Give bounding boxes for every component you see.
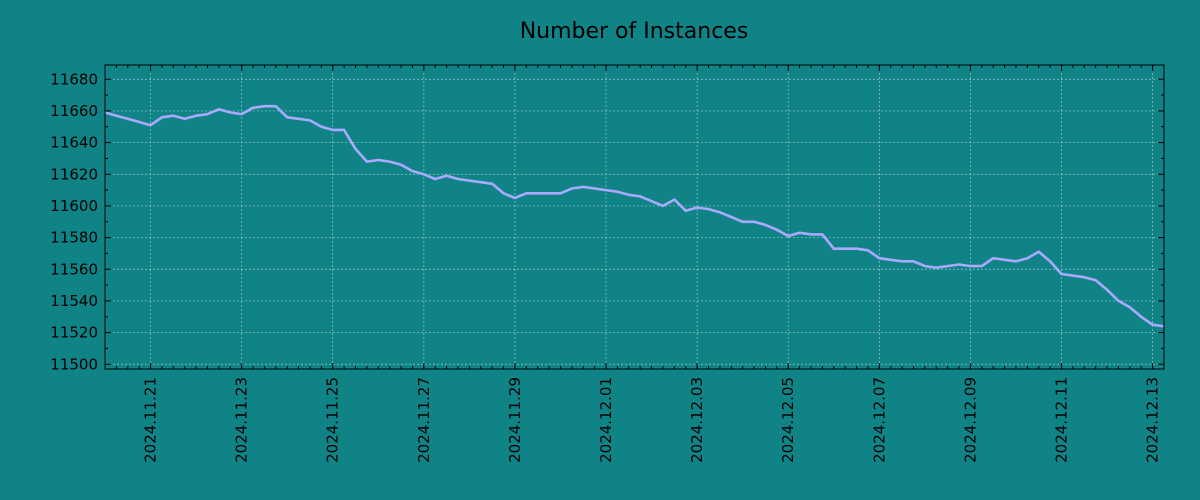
y-tick-label: 11640 bbox=[50, 134, 98, 152]
grid bbox=[105, 65, 1164, 369]
plot-frame bbox=[104, 64, 1165, 370]
x-tick-label: 2024.12.11 bbox=[1053, 377, 1071, 463]
x-tick-label: 2024.12.03 bbox=[688, 377, 706, 463]
x-tick-label: 2024.12.13 bbox=[1144, 377, 1162, 463]
y-tick-label: 11660 bbox=[50, 102, 98, 120]
plot-line bbox=[104, 104, 1165, 328]
y-axis: 11500 11520 11540 11560 11580 11600 11620 11640… bbox=[50, 70, 1164, 373]
y-tick-label: 11620 bbox=[50, 165, 98, 183]
y-tick-label: 11580 bbox=[50, 229, 98, 247]
x-tick-label: 2024.11.27 bbox=[415, 377, 433, 463]
x-tick-label: 2024.11.21 bbox=[142, 377, 160, 463]
x-tick-label: 2024.12.09 bbox=[961, 377, 979, 463]
y-tick-label: 11540 bbox=[50, 292, 98, 310]
x-tick-label: 2024.12.07 bbox=[870, 377, 888, 463]
x-tick-label: 2024.11.29 bbox=[506, 377, 524, 463]
x-tick-label: 2024.11.23 bbox=[233, 377, 251, 463]
y-tick-label: 11500 bbox=[50, 355, 98, 373]
y-tick-label: 11680 bbox=[50, 70, 98, 88]
x-axis: 2024.11.21 2024.11.23 2024.11.25 2024.11.27… bbox=[104, 65, 1165, 463]
y-tick-label: 11520 bbox=[50, 324, 98, 342]
y-tick-label: 11600 bbox=[50, 197, 98, 215]
chart-title: Number of Instances bbox=[520, 19, 749, 44]
x-tick-label: 2024.12.01 bbox=[597, 377, 615, 463]
series-line bbox=[104, 104, 1165, 328]
x-tick-label: 2024.11.25 bbox=[324, 377, 342, 463]
y-tick-label: 11560 bbox=[50, 260, 98, 278]
x-tick-label: 2024.12.05 bbox=[779, 377, 797, 463]
